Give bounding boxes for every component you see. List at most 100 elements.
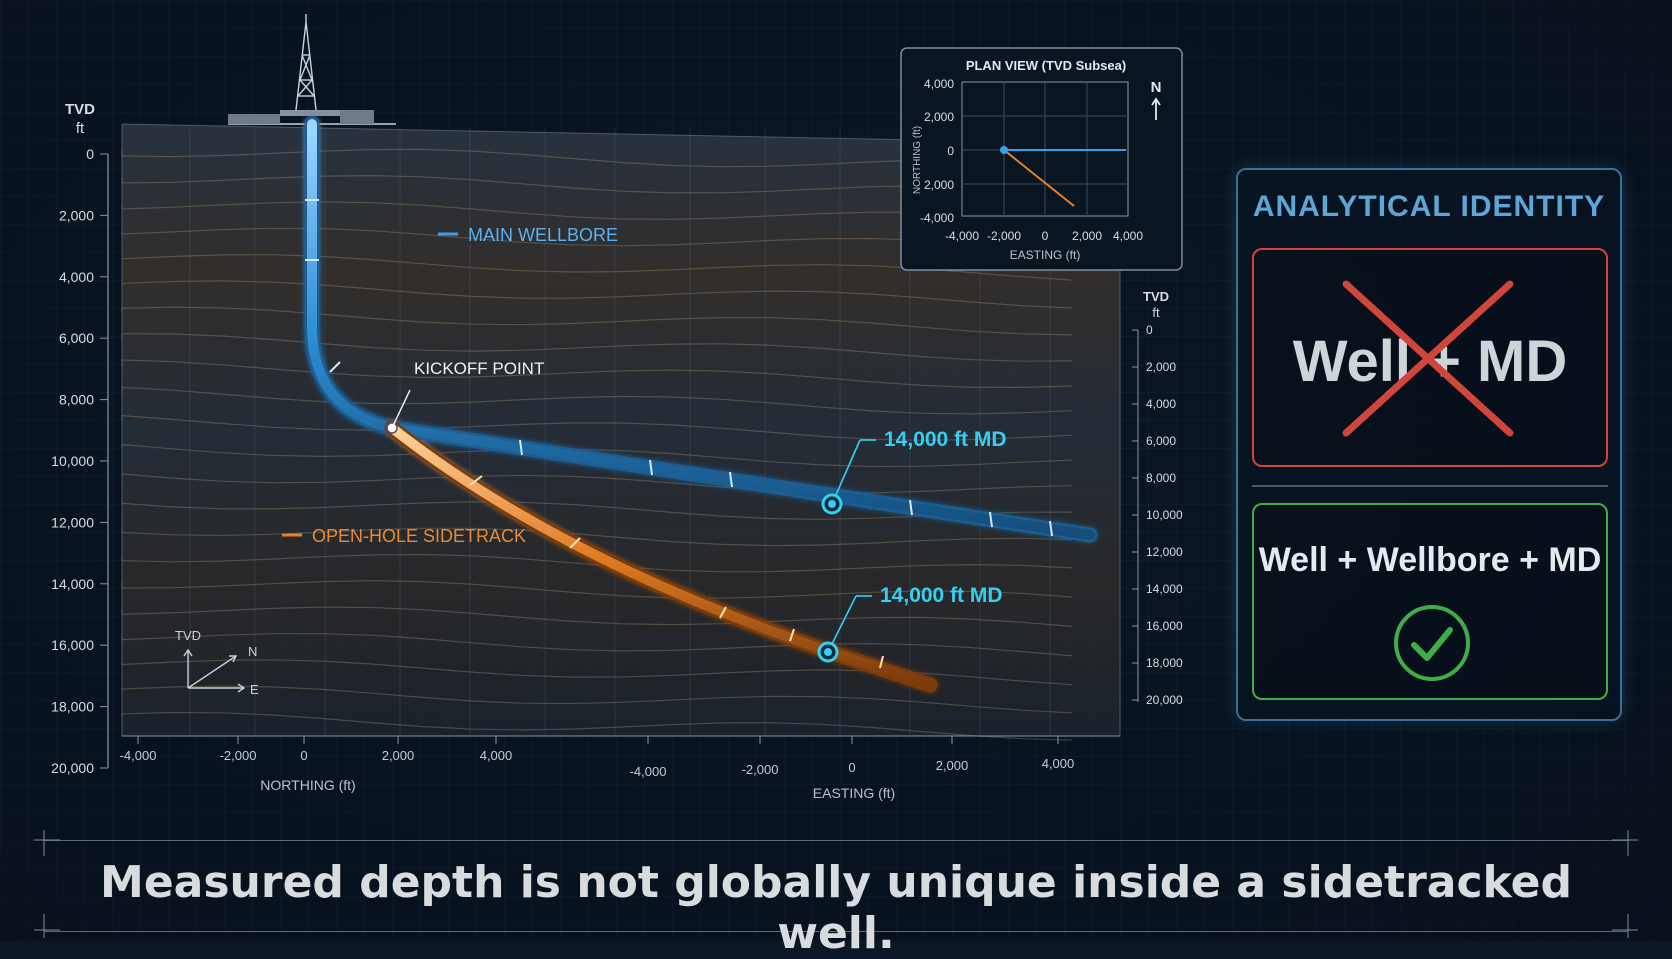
md-marker-sidetrack: 14,000 ft MD	[817, 584, 1003, 663]
plan-y-tick-label: -4,000	[920, 211, 954, 225]
formation-layer-line	[121, 711, 1073, 741]
left-tvd-axis: TVD ft 0 2,000 4,000 6,000 8,000 10,000 12,000…	[51, 101, 109, 776]
plan-y-tick-label: 0	[947, 144, 954, 158]
right-tvd-tick-label: 18,000	[1146, 656, 1183, 670]
left-tvd-tick-label: 14,000	[51, 576, 94, 592]
right-tvd-tick-label: 2,000	[1146, 360, 1176, 374]
right-key-box: Well + Wellbore + MD	[1252, 503, 1608, 700]
left-tvd-tick-label: 12,000	[51, 514, 94, 530]
plan-y-tick-label: 2,000	[924, 178, 954, 192]
formation-layer-line	[121, 632, 1073, 657]
right-tvd-tick-label: 14,000	[1146, 582, 1183, 596]
northing-tick-label: -2,000	[220, 748, 257, 763]
left-tvd-tick-label: 4,000	[59, 269, 94, 285]
kickoff-label: KICKOFF POINT	[414, 359, 544, 378]
plan-wellhead-dot	[1000, 146, 1008, 154]
plan-view-xlabel: EASTING (ft)	[1010, 248, 1081, 262]
formation-layer-line	[121, 414, 1073, 441]
right-tvd-tick-label: 20,000	[1146, 693, 1183, 707]
easting-tick-label: 0	[848, 760, 855, 775]
northing-tick-label: 4,000	[480, 748, 513, 763]
formation-layer-line	[121, 333, 1073, 362]
caption-frame: Measured depth is not globally unique in…	[44, 840, 1628, 959]
sidetrack-label: OPEN-HOLE SIDETRACK	[312, 526, 526, 546]
compass-n-label: N	[248, 644, 257, 659]
kickoff-point: KICKOFF POINT	[386, 359, 544, 434]
right-tvd-tick-label: 0	[1146, 323, 1153, 337]
left-tvd-tick-label: 2,000	[59, 207, 94, 223]
formation-layer-line	[121, 685, 1073, 714]
orientation-compass	[183, 648, 246, 693]
main-wellbore-label: MAIN WELLBORE	[468, 225, 618, 245]
md-marker-main: 14,000 ft MD	[821, 428, 1007, 515]
left-tvd-tick-label: 8,000	[59, 392, 94, 408]
northing-tick-label: -4,000	[120, 748, 157, 763]
plan-sidetrack-trace	[1003, 149, 1075, 207]
left-tvd-tick-label: 0	[86, 146, 94, 162]
formation-layer-line	[121, 473, 1073, 494]
caption: Measured depth is not globally unique in…	[100, 857, 1572, 959]
formation-layer-line	[121, 580, 1073, 599]
compass-tvd-label: TVD	[175, 628, 201, 643]
md-marker-sidetrack-label: 14,000 ft MD	[880, 584, 1003, 607]
check-circle-icon	[1394, 605, 1470, 681]
right-tvd-tick-label: 6,000	[1146, 434, 1176, 448]
left-tvd-tick-label: 6,000	[59, 330, 94, 346]
plan-x-tick-label: 0	[1042, 229, 1049, 243]
easting-tick-label: -4,000	[630, 764, 667, 779]
plan-y-tick-label: 2,000	[924, 110, 954, 124]
formation-layer-line	[121, 386, 1073, 415]
easting-tick-label: 2,000	[936, 758, 969, 773]
identity-title: ANALYTICAL IDENTITY	[1252, 190, 1606, 223]
right-tvd-title-1: TVD	[1143, 289, 1169, 304]
formation-layer-line	[121, 280, 1073, 309]
northing-tick-label: 0	[300, 748, 307, 763]
northing-tick-label: 2,000	[382, 748, 415, 763]
easting-tick-label: -2,000	[742, 762, 779, 777]
plan-x-tick-label: -4,000	[945, 229, 979, 243]
plan-view-ylabel: NORTHING (ft)	[912, 126, 923, 194]
right-tvd-axis: TVD ft 0 2,000 4,000 6,000 8,000 10,000 12,000…	[1132, 289, 1183, 707]
left-tvd-tick-label: 18,000	[51, 699, 94, 715]
right-tvd-tick-label: 12,000	[1146, 545, 1183, 559]
cross-icon	[1342, 280, 1514, 437]
northing-axis-label: NORTHING (ft)	[260, 777, 355, 793]
plan-y-tick-label: 4,000	[924, 77, 954, 91]
wrong-key-box: Well + MD	[1252, 248, 1608, 467]
left-tvd-title-2: ft	[76, 120, 85, 137]
right-tvd-tick-label: 8,000	[1146, 471, 1176, 485]
panel-divider	[1252, 485, 1608, 487]
analytical-identity-panel: ANALYTICAL IDENTITY Well + MD Well + Wel…	[1236, 168, 1622, 721]
plan-x-tick-label: -2,000	[987, 229, 1021, 243]
plan-view-inset: PLAN VIEW (TVD Subsea) 4,000 2,000 0 2,000 -…	[900, 47, 1183, 271]
right-tvd-tick-label: 4,000	[1146, 397, 1176, 411]
formation-layer-line	[121, 606, 1073, 627]
easting-axis-label: EASTING (ft)	[813, 785, 895, 801]
formation-layer-line	[121, 553, 1073, 573]
easting-tick-label: 4,000	[1042, 756, 1075, 771]
drilling-rig	[228, 14, 396, 125]
formation-layer-line	[121, 306, 1073, 336]
plan-view-title: PLAN VIEW (TVD Subsea)	[966, 58, 1126, 73]
plan-x-tick-label: 4,000	[1113, 229, 1143, 243]
plan-north-label: N	[1151, 79, 1162, 96]
left-tvd-tick-label: 20,000	[51, 760, 94, 776]
right-tvd-tick-label: 10,000	[1146, 508, 1183, 522]
left-tvd-tick-label: 16,000	[51, 637, 94, 653]
bottom-axes: -4,000 -2,000 0 2,000 4,000 -4,000 -2,000 0 2,0…	[120, 735, 1120, 801]
main-wellbore-joints	[305, 199, 1053, 537]
formation-layer-line	[121, 501, 1073, 520]
left-tvd-tick-label: 10,000	[51, 453, 94, 469]
compass-e-label: E	[250, 682, 259, 697]
sidetrack-joints	[469, 475, 884, 669]
md-marker-main-label: 14,000 ft MD	[884, 428, 1007, 451]
formation-block	[122, 124, 1120, 736]
plan-x-tick-label: 2,000	[1072, 229, 1102, 243]
right-tvd-title-2: ft	[1152, 305, 1160, 320]
left-tvd-title-1: TVD	[65, 101, 95, 118]
formation-layer-line	[121, 359, 1073, 389]
right-tvd-tick-label: 16,000	[1146, 619, 1183, 633]
formation-layer-line	[121, 527, 1073, 547]
right-key-text: Well + Wellbore + MD	[1258, 541, 1602, 579]
